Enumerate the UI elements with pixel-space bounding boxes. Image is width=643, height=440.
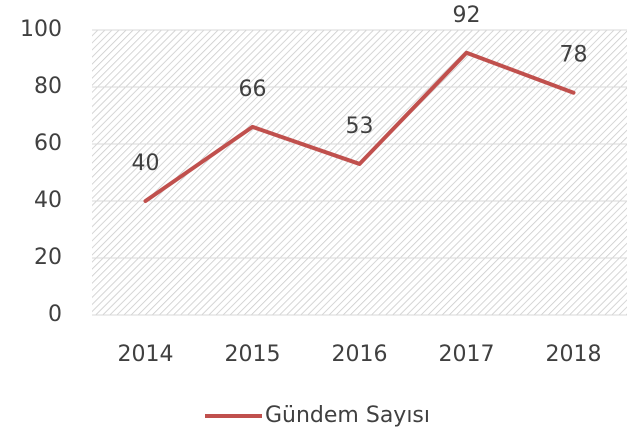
y-tick-label: 80 <box>34 74 62 99</box>
x-tick-label: 2014 <box>118 342 174 367</box>
data-line <box>143 50 576 203</box>
x-tick-label: 2015 <box>225 342 281 367</box>
data-label: 92 <box>453 3 481 28</box>
data-label: 66 <box>239 77 267 102</box>
x-tick-label: 2016 <box>332 342 388 367</box>
y-tick-label: 20 <box>34 245 62 270</box>
legend-label: Gündem Sayısı <box>265 403 430 428</box>
y-tick-label: 100 <box>20 17 62 42</box>
y-tick-label: 40 <box>34 188 62 213</box>
data-label: 78 <box>560 43 588 68</box>
y-tick-label: 60 <box>34 131 62 156</box>
x-tick-label: 2018 <box>546 342 602 367</box>
x-tick-label: 2017 <box>439 342 495 367</box>
data-label: 53 <box>346 114 374 139</box>
data-label: 40 <box>132 151 160 176</box>
y-tick-label: 0 <box>48 302 62 327</box>
plot-area <box>92 30 627 315</box>
